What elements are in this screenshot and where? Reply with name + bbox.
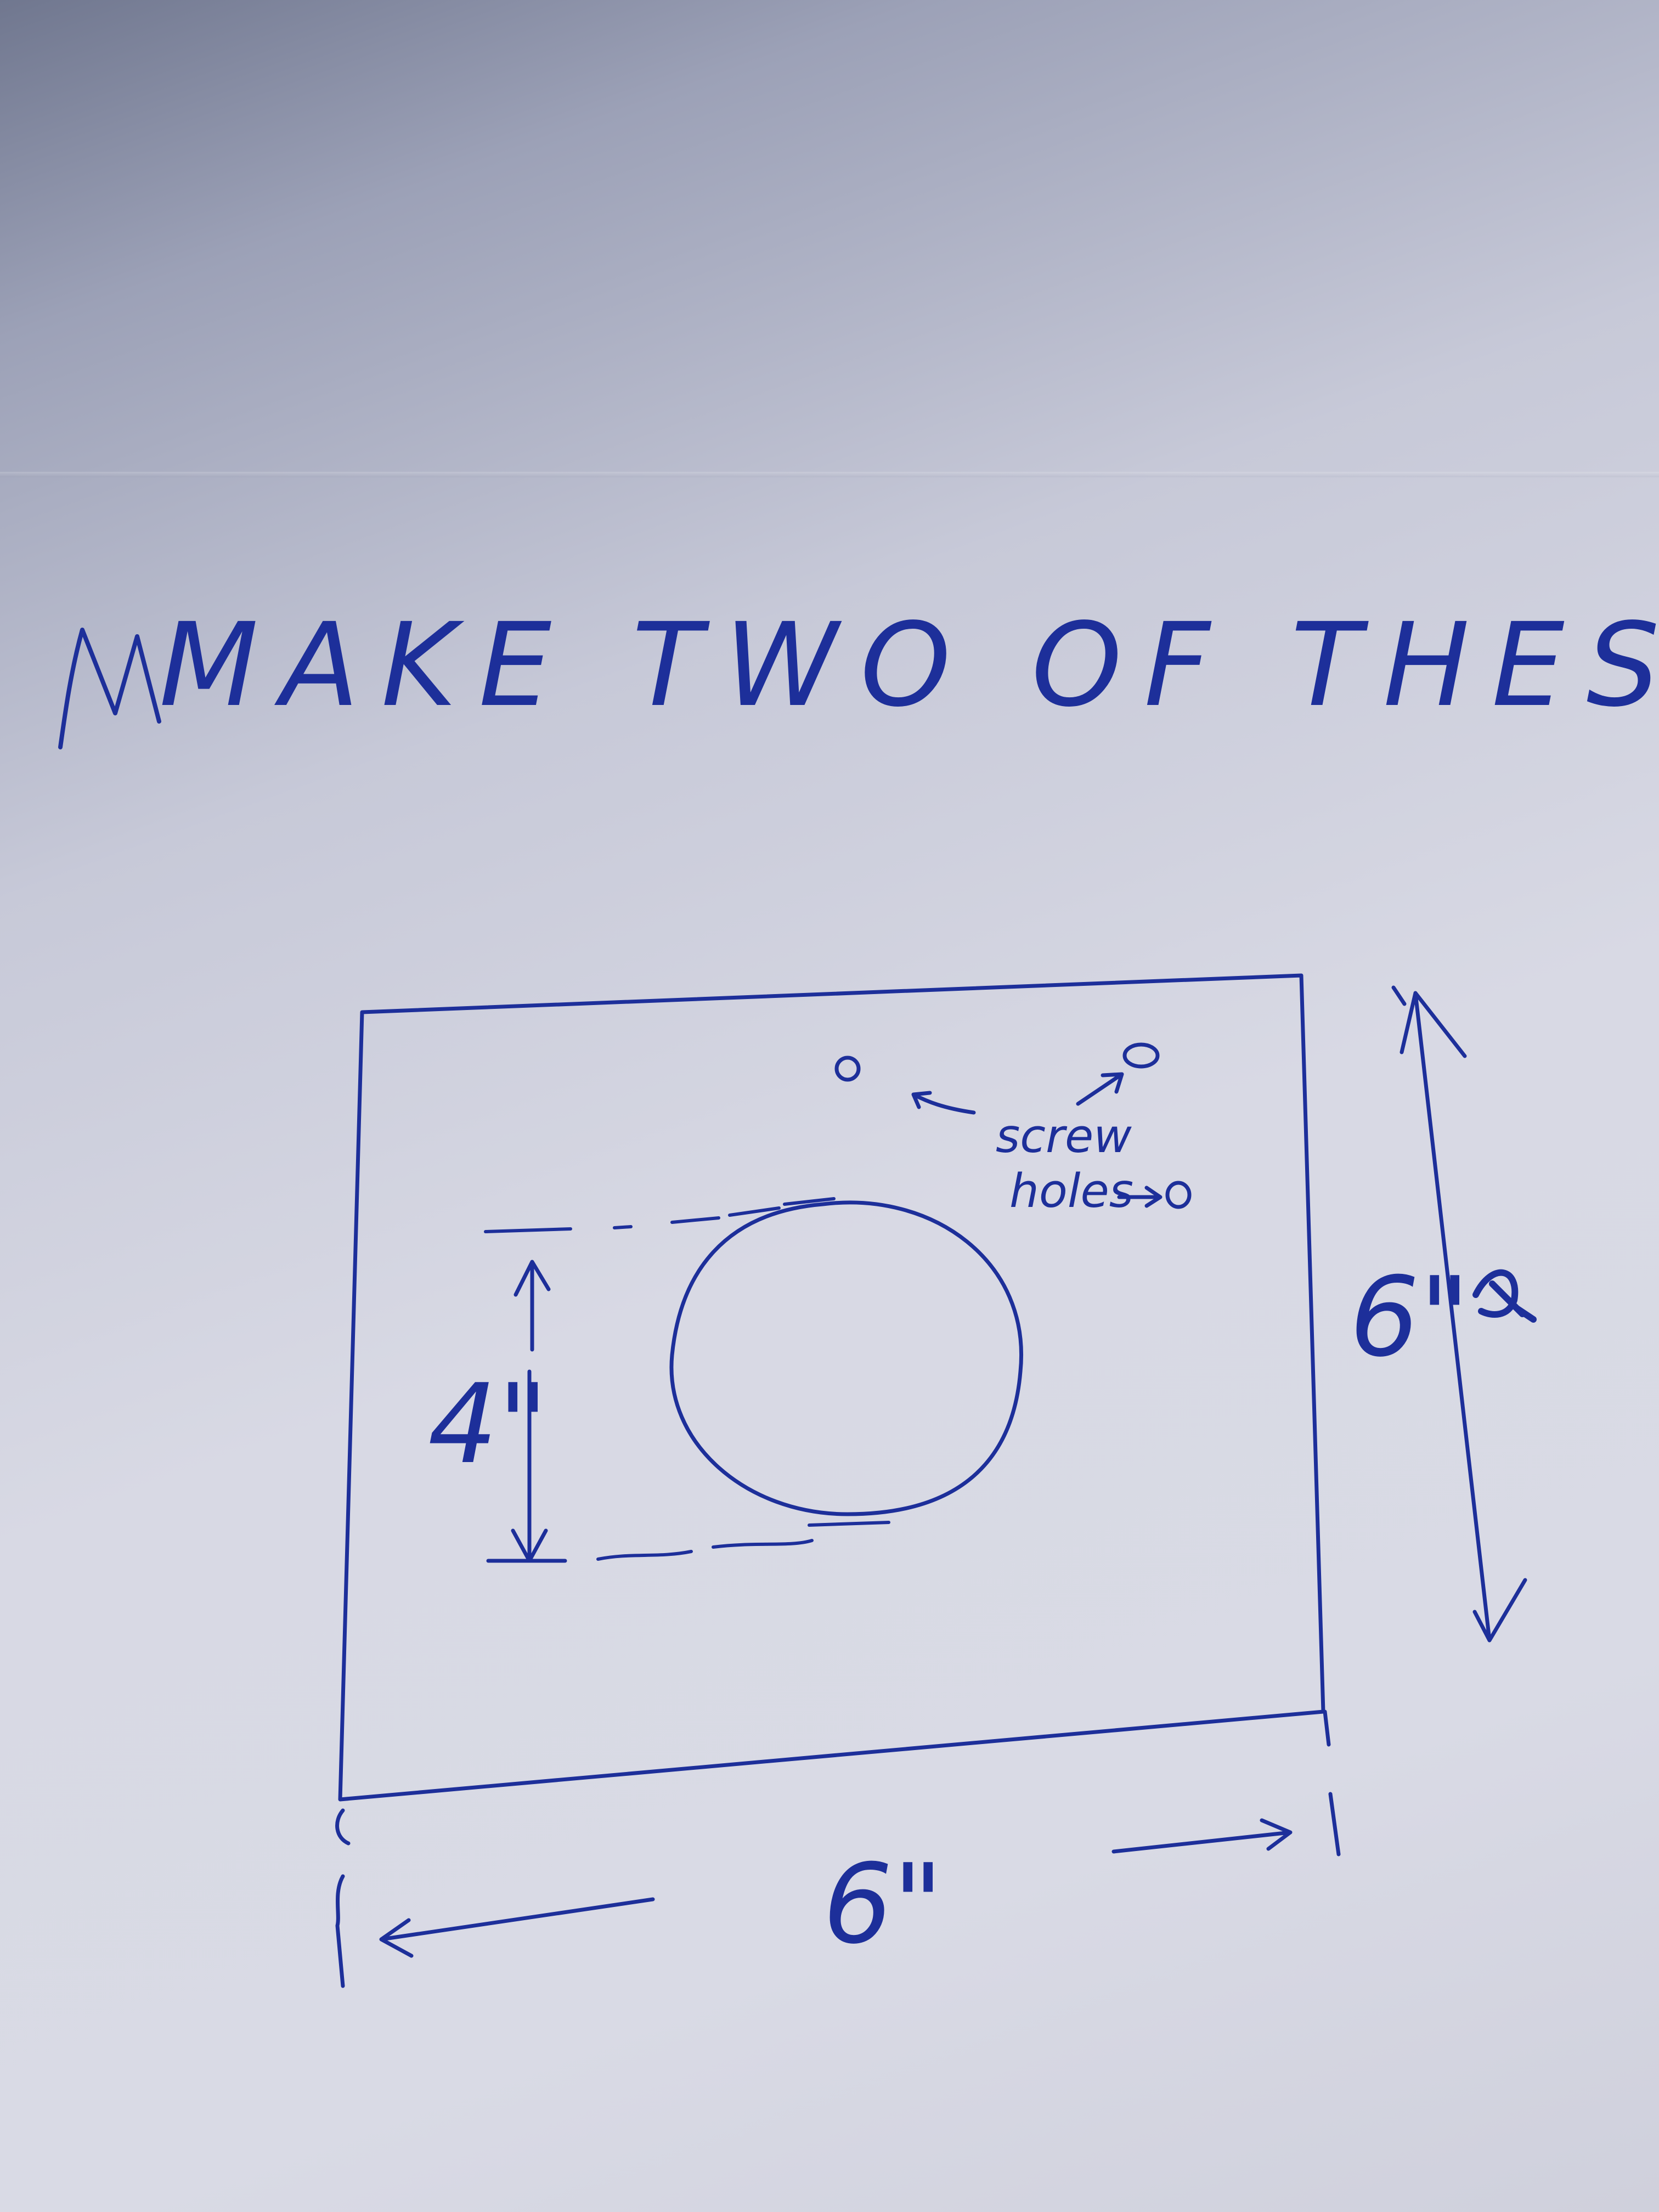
- dim-label-6in-bottom: 6": [823, 1841, 943, 1968]
- dim-tick-right: [1323, 1709, 1341, 1857]
- dim-dash-top: [484, 1197, 836, 1233]
- title-text: MAKE TWO OF THESE: [159, 598, 1659, 732]
- screw-label-line1: screw: [996, 1109, 1132, 1164]
- screw-label-line2: holes: [1009, 1164, 1133, 1218]
- dim-label-4in: 4": [428, 1361, 548, 1488]
- screw-arrow-left: [911, 1091, 976, 1115]
- dim-tick-left: [335, 1808, 351, 1988]
- dim-arrow-6in-horizontal: [379, 1818, 1293, 1958]
- screw-arrow-right: [1117, 1186, 1163, 1208]
- title-letter-m: [58, 628, 161, 749]
- screw-hole-2: [1122, 1042, 1160, 1069]
- dim-dash-bottom: [596, 1521, 890, 1561]
- dim-arrow-6in-vertical: [1391, 985, 1527, 1643]
- screw-hole-1: [834, 1056, 861, 1082]
- screw-arrow-up: [1076, 1072, 1124, 1106]
- dim-label-6in-side: 6": [1350, 1254, 1470, 1381]
- ink-blot: [1472, 1269, 1537, 1323]
- screw-hole-3: [1165, 1181, 1192, 1209]
- dim-arrow-4in: [486, 1260, 567, 1563]
- paper-fold: [0, 472, 1659, 477]
- center-hole: [669, 1200, 1023, 1516]
